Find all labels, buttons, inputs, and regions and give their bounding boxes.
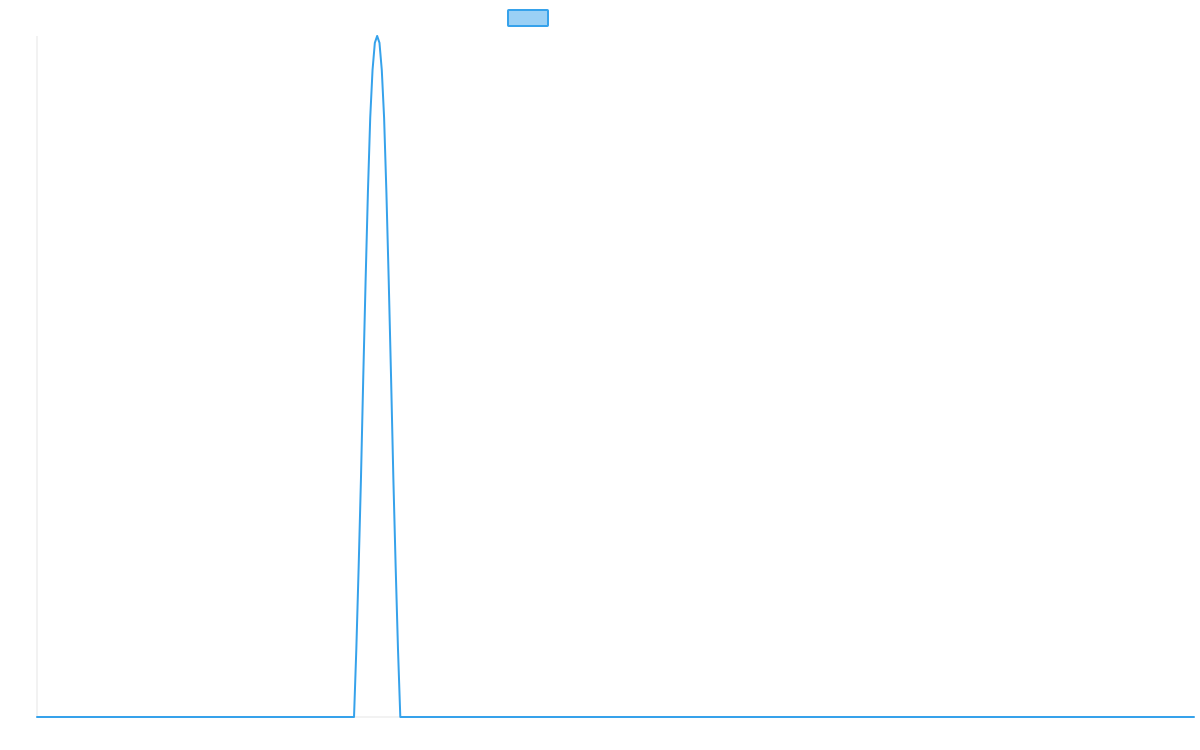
legend-swatch[interactable] <box>507 9 549 27</box>
series-line-1 <box>36 35 1195 718</box>
legend[interactable] <box>507 9 549 27</box>
series-layer <box>36 35 1195 718</box>
